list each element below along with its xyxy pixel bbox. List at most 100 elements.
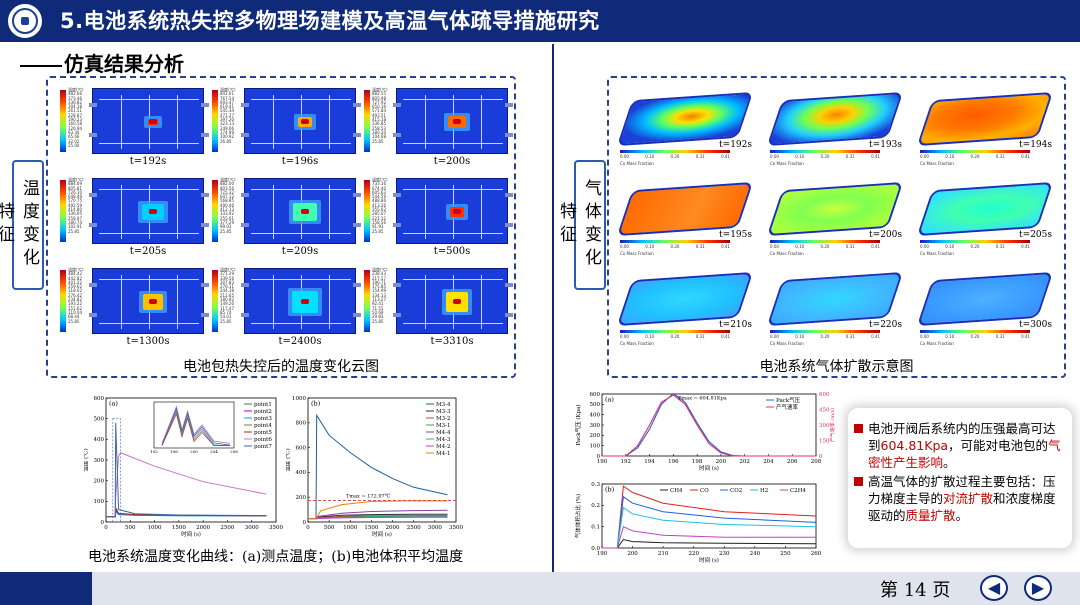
module-divider: [425, 185, 426, 239]
temperature-colorbar: [60, 90, 66, 152]
mass-fraction-colorbar: [920, 330, 1030, 333]
x-tick-label: 204: [763, 459, 774, 465]
conclusion-item-diffusion: 高温气体的扩散过程主要包括：压力梯度主导的对流扩散和浓度梯度驱动的质量扩散。: [854, 473, 1062, 524]
time-label: t=192s: [129, 156, 167, 167]
module-divider: [481, 275, 482, 329]
battery-pack-panel: [393, 178, 513, 244]
legend-entry: M3-1: [436, 423, 451, 429]
module-edge: [99, 233, 199, 234]
y-tick-label: 400: [296, 470, 307, 476]
pack-tab: [505, 133, 513, 137]
legend-entry: H2: [760, 488, 768, 494]
mass-diffusion-text: 质量扩散: [905, 508, 956, 523]
hot-core: [453, 299, 461, 304]
battery-pack-slab: [916, 91, 1054, 147]
y-tick-label: 800: [296, 421, 307, 427]
x-tick-label: 260: [811, 551, 822, 557]
module-divider: [481, 95, 482, 149]
y-tick-label: 500: [590, 402, 601, 408]
x-tick-label: 1000: [148, 525, 162, 531]
colorbar-tick: 177.29: [220, 219, 234, 225]
vertical-divider: [552, 44, 554, 572]
temperature-colorbar: [212, 90, 218, 152]
battery-pack-slab: [916, 271, 1054, 327]
module-edge: [403, 279, 503, 280]
next-page-button[interactable]: ▶: [1024, 575, 1052, 601]
mass-fraction-tick: 0.31: [845, 154, 855, 159]
battery-pack-slab: [766, 181, 904, 237]
previous-page-button[interactable]: ◀: [980, 575, 1008, 601]
gas-diffusion-cell: 0.00 0.10 0.20 0.31 0.41 Co Mass Fraction t=20…: [914, 174, 1062, 262]
pack-tab: [241, 283, 249, 287]
mass-fraction-colorbar: [920, 150, 1030, 153]
x-tick-label: 200: [716, 459, 727, 465]
mass-fraction-ticks: 0.00 0.10 0.20 0.31 0.41: [770, 154, 880, 159]
colorbar-tick: 261.51: [68, 108, 82, 114]
battery-pack-panel: [241, 178, 361, 244]
mass-fraction-tick: 0.00: [770, 244, 779, 249]
module-divider: [121, 95, 122, 149]
battery-pack-panel: [393, 268, 513, 334]
colorbar-tick: 26.85: [220, 138, 232, 144]
colorbar-tick: 25.85: [372, 138, 384, 144]
colorbar-tick: 175.85: [372, 284, 386, 290]
time-label: t=209s: [281, 246, 319, 257]
time-label: t=200s: [869, 230, 902, 240]
y-axis-label: 温度 (℃): [84, 448, 89, 471]
pack-tab: [393, 193, 401, 197]
battery-pack-slab: [766, 271, 904, 327]
inset-x-tick-label: 196: [170, 449, 178, 454]
panel-label: (a): [605, 396, 614, 404]
footer-bar: [0, 572, 1080, 605]
x-tick-label: 3000: [245, 525, 259, 531]
mass-fraction-label: Co Mass Fraction: [920, 251, 954, 256]
mass-fraction-label: Co Mass Fraction: [920, 341, 954, 346]
x-tick-label: 3000: [428, 525, 442, 531]
mass-fraction-colorbar: [770, 150, 880, 153]
colorbar-tick: 727.92: [372, 99, 386, 105]
x-tick-label: 2500: [220, 525, 234, 531]
pack-tab: [241, 223, 249, 227]
mass-fraction-tick: 0.41: [871, 334, 880, 339]
colorbar-tick: 304.18: [68, 104, 82, 110]
pack-tab: [353, 313, 361, 317]
mass-fraction-tick: 0.41: [721, 244, 730, 249]
pack-tab: [241, 313, 249, 317]
pressure-text: 电池开阀后系统内的压强最高可达到: [868, 421, 1056, 453]
pack-tab: [353, 223, 361, 227]
y-tick-label: 0.3: [591, 482, 600, 488]
colorbar-tick: 693.47: [220, 99, 234, 105]
colorbar-tick: 471.27: [220, 112, 234, 118]
module-edge: [403, 143, 503, 144]
colorbar-title: 温度(℃): [372, 267, 388, 272]
volume-average-temperature-chart: 0 500 1000 1500 2000 2500 3000 3500 0 200 400 600 80…: [286, 390, 466, 550]
gas-diffusion-cell: 0.00 0.10 0.20 0.31 0.41 Co Mass Fraction t=20…: [764, 174, 912, 262]
pack-tab: [89, 283, 97, 287]
colorbar-tick: 805.81: [68, 185, 82, 191]
colorbar-tick: 412.13: [220, 207, 234, 213]
colorbar-tick: 674.40: [372, 185, 386, 191]
module-divider: [329, 275, 330, 329]
series-line-CH4: [602, 538, 817, 549]
square-bullet-icon: [854, 424, 863, 433]
x-tick-label: 198: [692, 459, 703, 465]
header-bar: 5.电池系统热失控多物理场建模及高温气体疏导措施研究: [0, 0, 1080, 42]
x-tick-label: 250: [780, 551, 791, 557]
mass-fraction-tick: 0.00: [620, 154, 629, 159]
time-label: t=500s: [433, 246, 471, 257]
time-label: t=200s: [433, 156, 471, 167]
colorbar-tick: 442.82: [68, 275, 82, 281]
x-tick-label: 220: [688, 551, 699, 557]
gas-volume-fraction-chart: 190 200 210 220 230 240 250 260 0.0 0.1 0.2 0.3 时间 (…: [566, 474, 840, 570]
mass-fraction-tick: 0.20: [670, 154, 680, 159]
colorbar-tick: 841.61: [220, 91, 234, 97]
colorbar-ticks: 温度(℃) 841.61 767.54 693.47 619.41 545.34 471.2…: [220, 87, 236, 144]
airtightness-text: 气密性产生影响: [868, 438, 1061, 470]
mass-fraction-ticks: 0.00 0.10 0.20 0.31 0.41: [770, 244, 880, 249]
module-divider: [425, 275, 426, 329]
x-tick-label: 3500: [269, 525, 283, 531]
colorbar-tick: 803.56: [220, 185, 234, 191]
module-edge: [251, 323, 351, 324]
colorbar-title: 温度(℃): [220, 267, 236, 272]
colorbar-tick: 104.68: [372, 134, 386, 140]
